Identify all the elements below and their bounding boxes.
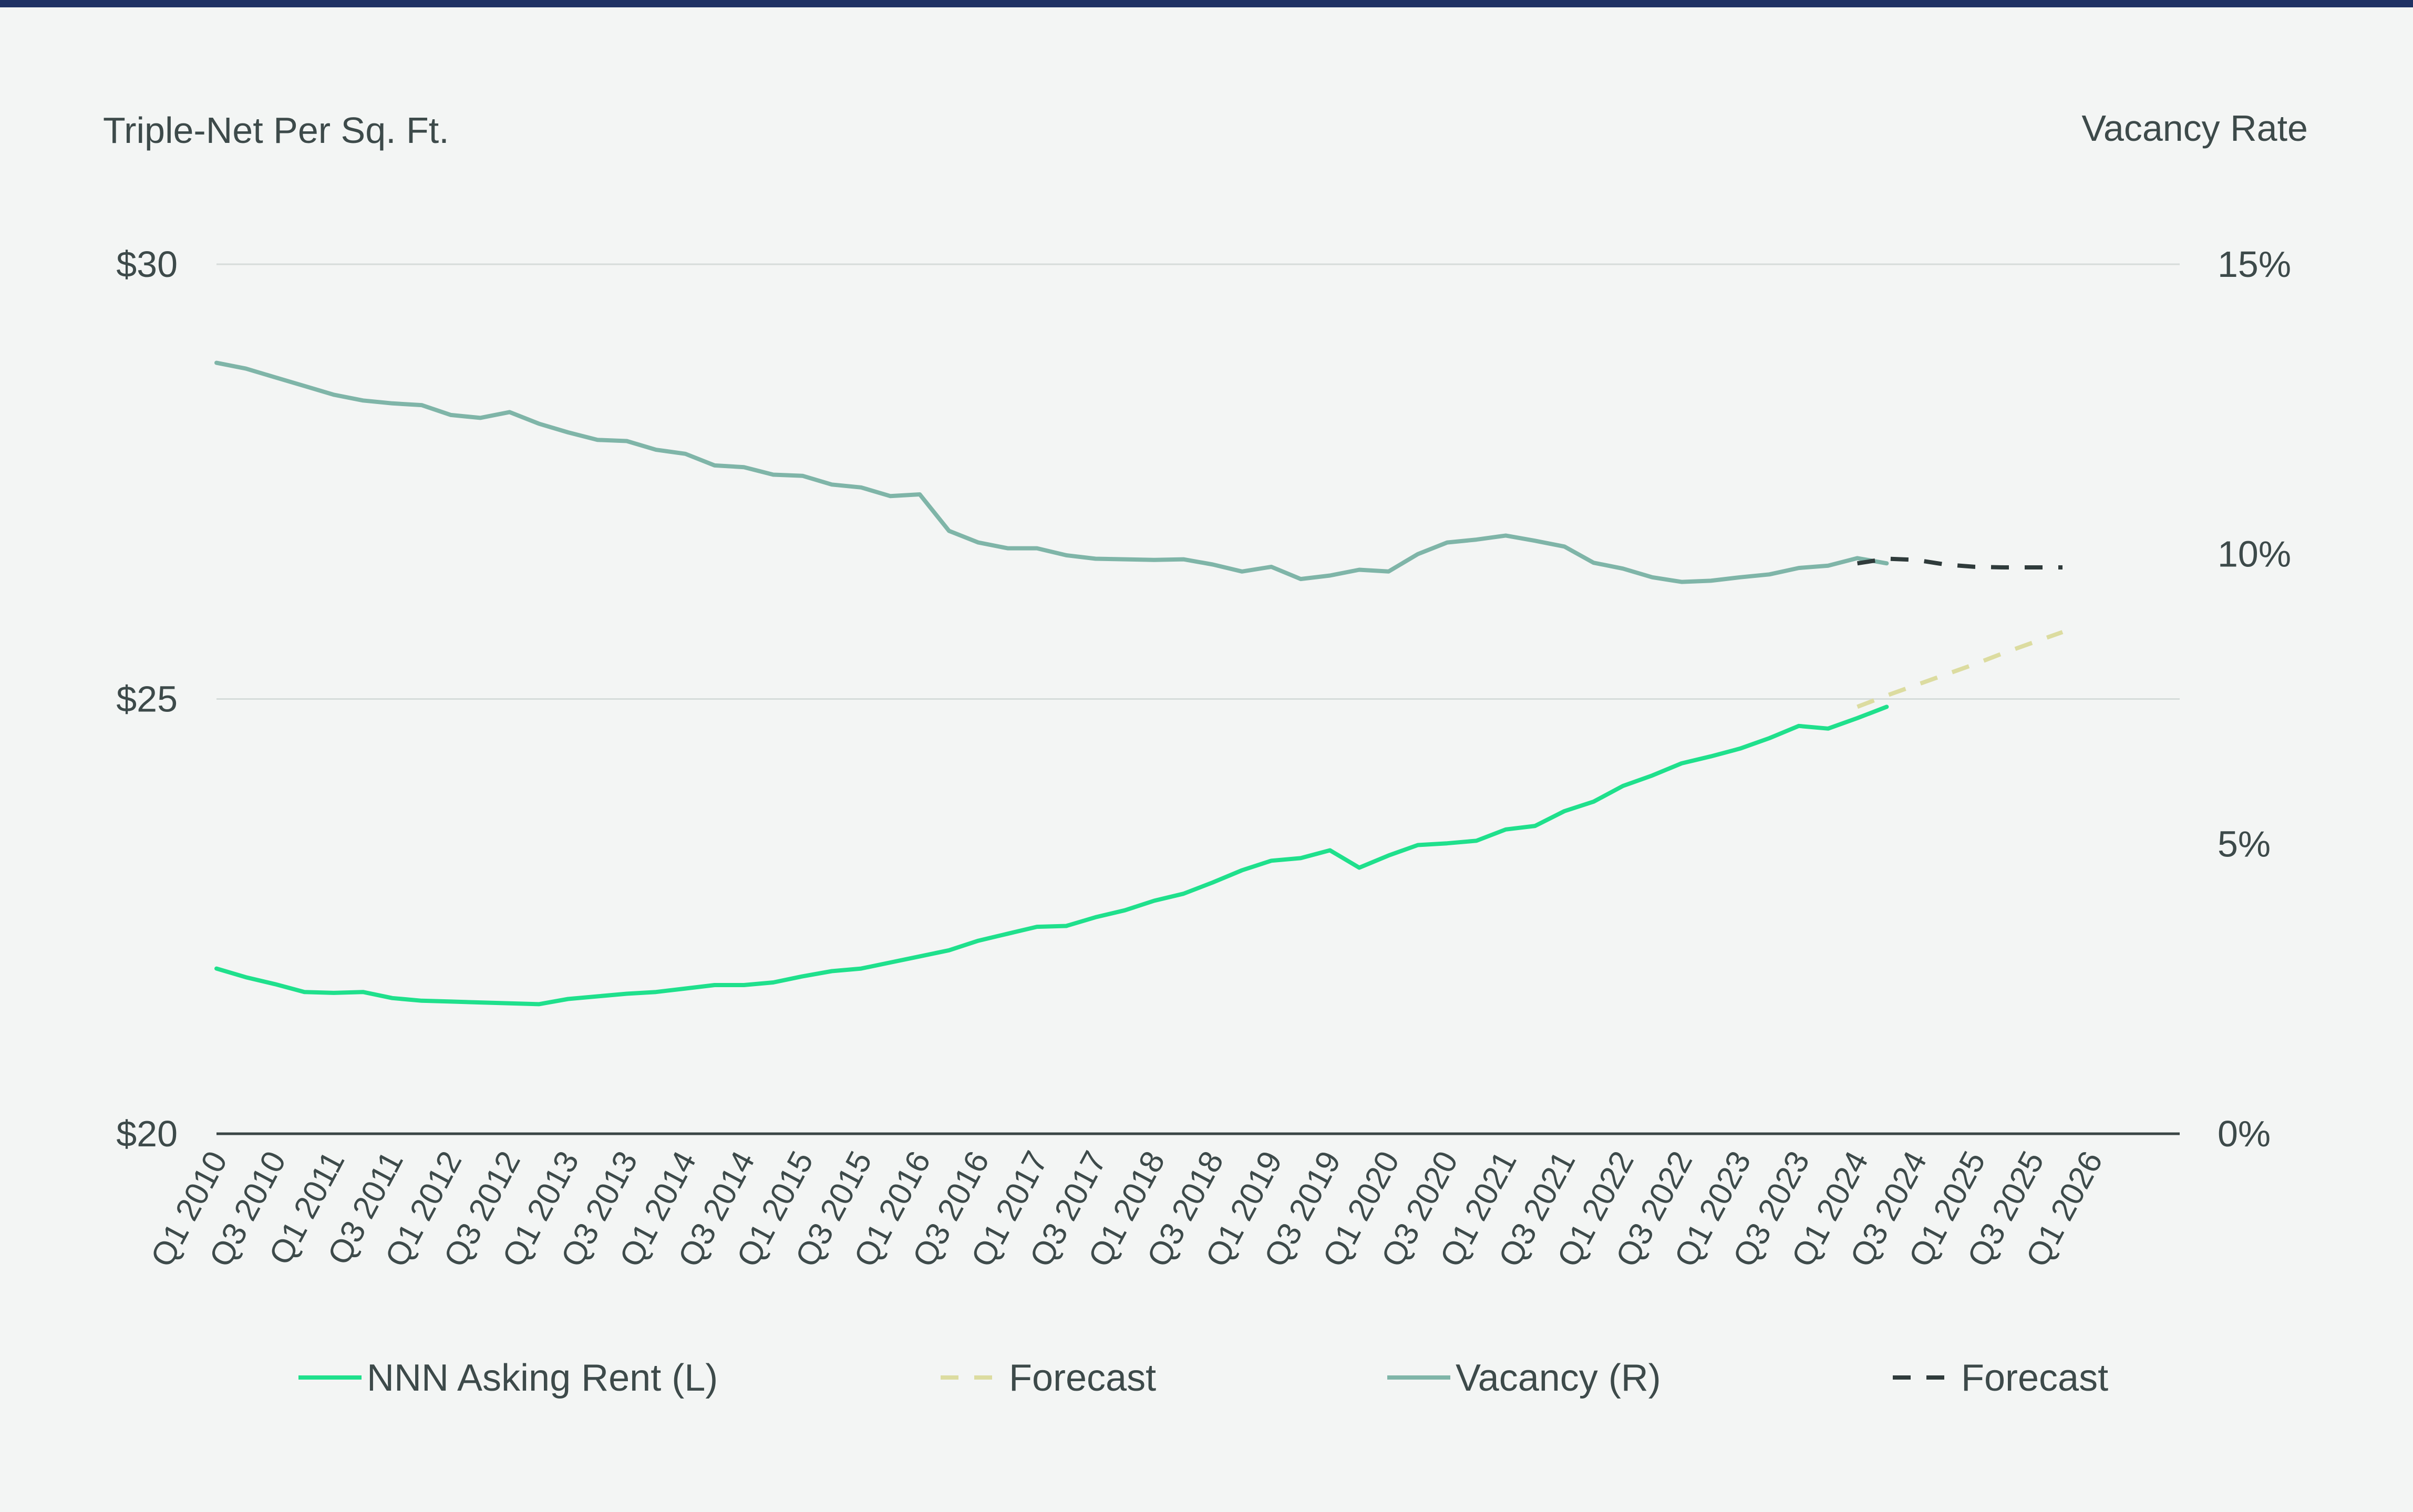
left-axis-title: Triple-Net Per Sq. Ft. — [103, 110, 449, 151]
right-tick-label: 10% — [2218, 534, 2291, 575]
right-tick-label: 15% — [2218, 244, 2291, 285]
left-axis-ticks: $20 $25 $30 — [116, 244, 178, 1154]
vacancy-forecast-line — [1857, 556, 2063, 569]
series-lines — [214, 360, 2064, 1007]
legend-label: Vacancy (R) — [1456, 1357, 1661, 1399]
legend-label: Forecast — [1009, 1357, 1156, 1399]
legend: NNN Asking Rent (L) Forecast Vacancy (R) Fo… — [298, 1357, 2108, 1399]
top-accent-bar — [0, 0, 2413, 7]
right-axis-title: Vacancy Rate — [2081, 108, 2308, 149]
rent-line — [214, 705, 1889, 1007]
right-tick-label: 5% — [2218, 823, 2271, 864]
left-tick-label: $20 — [116, 1113, 178, 1154]
legend-label: NNN Asking Rent (L) — [367, 1357, 718, 1399]
right-axis-ticks: 0% 5% 10% 15% — [2218, 244, 2291, 1154]
left-tick-label: $25 — [116, 679, 178, 720]
gridlines — [216, 263, 2180, 1135]
legend-label: Forecast — [1961, 1357, 2108, 1399]
vacancy-line — [214, 360, 1889, 584]
left-tick-label: $30 — [116, 244, 178, 285]
rent-forecast-line — [1857, 630, 2064, 709]
right-tick-label: 0% — [2218, 1113, 2271, 1154]
